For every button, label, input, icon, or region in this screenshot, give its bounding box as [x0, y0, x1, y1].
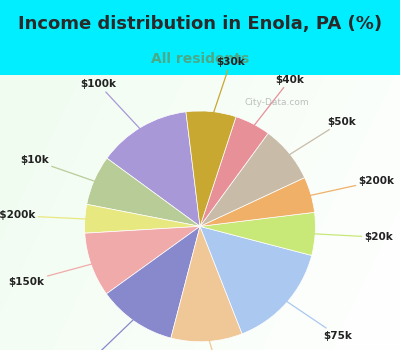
Wedge shape	[200, 226, 312, 334]
Text: $60k: $60k	[206, 330, 238, 350]
Wedge shape	[200, 133, 304, 226]
Text: $40k: $40k	[248, 75, 304, 134]
Text: $10k: $10k	[20, 155, 105, 185]
Wedge shape	[200, 177, 314, 226]
Text: $100k: $100k	[80, 79, 148, 137]
Wedge shape	[171, 226, 242, 342]
Wedge shape	[106, 226, 200, 338]
Wedge shape	[85, 226, 200, 294]
Wedge shape	[200, 117, 268, 226]
Text: $30k: $30k	[210, 57, 245, 123]
Text: $20k: $20k	[304, 232, 393, 242]
Text: All residents: All residents	[151, 52, 249, 66]
Text: $150k: $150k	[9, 261, 102, 287]
Wedge shape	[200, 212, 315, 256]
Text: > $200k: > $200k	[0, 210, 96, 220]
Text: $125k: $125k	[71, 312, 141, 350]
Text: Income distribution in Enola, PA (%): Income distribution in Enola, PA (%)	[18, 15, 382, 33]
Wedge shape	[107, 112, 200, 226]
Wedge shape	[85, 204, 200, 233]
Text: City-Data.com: City-Data.com	[245, 98, 309, 107]
Text: $75k: $75k	[278, 295, 352, 341]
Text: $200k: $200k	[300, 176, 394, 198]
Text: $50k: $50k	[280, 117, 356, 160]
Wedge shape	[87, 158, 200, 226]
Wedge shape	[186, 111, 236, 226]
